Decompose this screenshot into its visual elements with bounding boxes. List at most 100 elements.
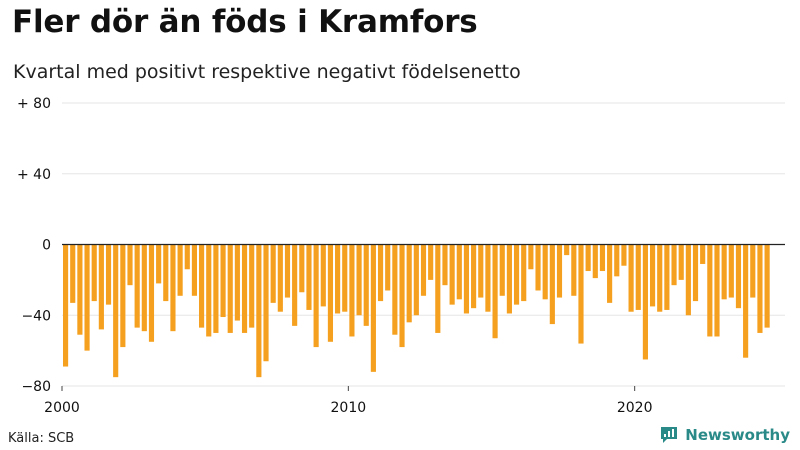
y-tick-label: + 80 (17, 96, 51, 112)
chart-subtitle: Kvartal med positivt respektive negativt… (13, 61, 521, 83)
bar (170, 244, 176, 332)
bar (735, 244, 742, 309)
bar (191, 244, 197, 296)
bar (163, 244, 169, 302)
bar (63, 244, 69, 367)
bar (506, 244, 512, 314)
y-tick-label: −80 (21, 379, 51, 395)
bar (98, 244, 104, 330)
bar (363, 244, 369, 326)
bar (721, 244, 727, 300)
bar (249, 244, 255, 328)
bar (556, 244, 563, 298)
bar (356, 244, 362, 316)
bar (313, 244, 319, 348)
bar (628, 244, 634, 312)
bar (206, 244, 212, 337)
chart-title: Fler dör än föds i Kramfors (12, 4, 478, 40)
bar (485, 244, 491, 312)
bar (105, 244, 112, 305)
newsworthy-logo-icon (661, 427, 678, 443)
bar (284, 244, 291, 298)
bar (413, 244, 419, 316)
bar (263, 244, 269, 362)
bar (77, 244, 83, 335)
bar (492, 244, 498, 339)
bar (585, 244, 591, 272)
bar (327, 244, 334, 342)
bar (657, 244, 663, 312)
bar (220, 244, 226, 318)
bar (156, 244, 162, 284)
y-tick-label: 0 (42, 238, 51, 254)
bar (499, 244, 505, 296)
bar (199, 244, 205, 328)
bar (728, 244, 734, 298)
bar (141, 244, 147, 332)
bar (392, 244, 398, 335)
bar (528, 244, 534, 270)
bar (420, 244, 427, 296)
axes: + 80 + 40 0 −40 −80 2000 2010 2020 (17, 96, 785, 416)
bar (649, 244, 656, 307)
bar (449, 244, 455, 305)
bar (213, 244, 219, 333)
bar (442, 244, 448, 286)
bar (241, 244, 248, 333)
bar (578, 244, 584, 344)
bar (714, 244, 720, 337)
bar (764, 244, 770, 328)
bar (277, 244, 283, 312)
bar (521, 244, 527, 302)
brand-logo: Newsworthy (659, 425, 790, 445)
bar (256, 244, 262, 378)
bar (292, 244, 298, 326)
bar (428, 244, 434, 280)
bar (685, 244, 691, 316)
x-tick-label: 2020 (617, 400, 653, 416)
bar (70, 244, 76, 303)
bar (127, 244, 133, 286)
bar (270, 244, 276, 303)
brand-name: Newsworthy (685, 426, 790, 444)
bar (571, 244, 577, 296)
bar (678, 244, 684, 280)
bar (456, 244, 462, 300)
bar (370, 244, 376, 372)
bar (700, 244, 706, 264)
bar (743, 244, 749, 358)
bar (120, 244, 126, 348)
bar (134, 244, 140, 328)
bar (349, 244, 355, 337)
bar (635, 244, 641, 310)
bar (299, 244, 305, 293)
bar (306, 244, 312, 310)
bar (757, 244, 763, 333)
bar (642, 244, 648, 360)
bar (564, 244, 570, 256)
bar (406, 244, 412, 323)
bar (399, 244, 405, 348)
bar (435, 244, 441, 333)
bar (599, 244, 606, 272)
bar (664, 244, 670, 310)
bar (320, 244, 326, 307)
y-tick-label: + 40 (17, 167, 51, 183)
bar (671, 244, 677, 286)
bars (63, 244, 770, 378)
source-note: Källa: SCB (8, 431, 75, 446)
bar (463, 244, 470, 314)
bar (113, 244, 119, 378)
bar (227, 244, 233, 333)
bar (513, 244, 520, 305)
gridlines (62, 102, 785, 387)
bar (184, 244, 190, 270)
bar (177, 244, 183, 296)
bar (84, 244, 90, 351)
bar (335, 244, 341, 314)
bar (148, 244, 155, 342)
bar (542, 244, 548, 300)
bar (592, 244, 598, 279)
bar (377, 244, 384, 302)
